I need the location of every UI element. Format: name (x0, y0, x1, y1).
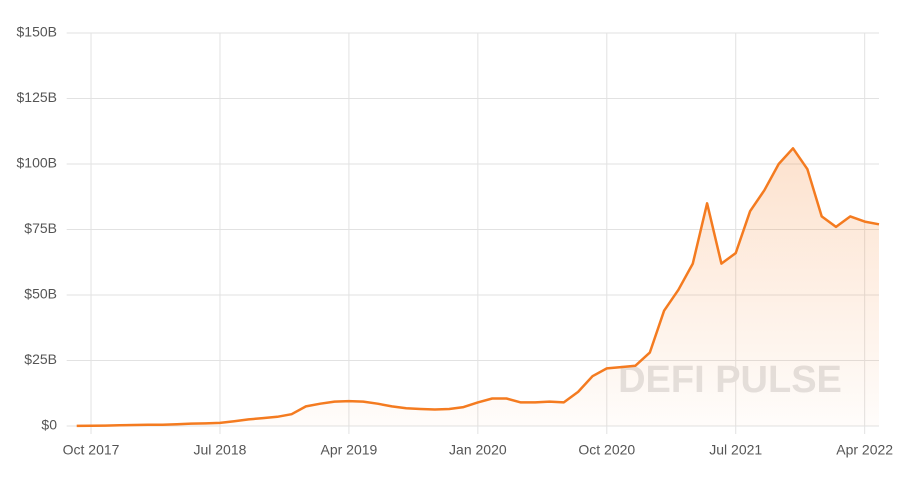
x-tick-label: Apr 2022 (836, 442, 893, 458)
y-tick-label: $25B (24, 351, 57, 367)
y-tick-label: $75B (24, 220, 57, 236)
x-tick-label: Oct 2017 (63, 442, 120, 458)
x-tick-label: Jul 2018 (193, 442, 246, 458)
line (76, 147, 880, 428)
area-fill (76, 148, 879, 427)
x-tick-label: Apr 2019 (320, 442, 377, 458)
x-tick-label: Jul 2021 (709, 442, 762, 458)
y-tick-label: $100B (17, 155, 57, 171)
x-tick-label: Jan 2020 (449, 442, 507, 458)
y-tick-label: $0 (41, 417, 57, 433)
x-tick-label: Oct 2020 (578, 442, 635, 458)
y-tick-label: $150B (17, 24, 57, 40)
y-tick-label: $50B (24, 286, 57, 302)
y-tick-label: $125B (17, 89, 57, 105)
